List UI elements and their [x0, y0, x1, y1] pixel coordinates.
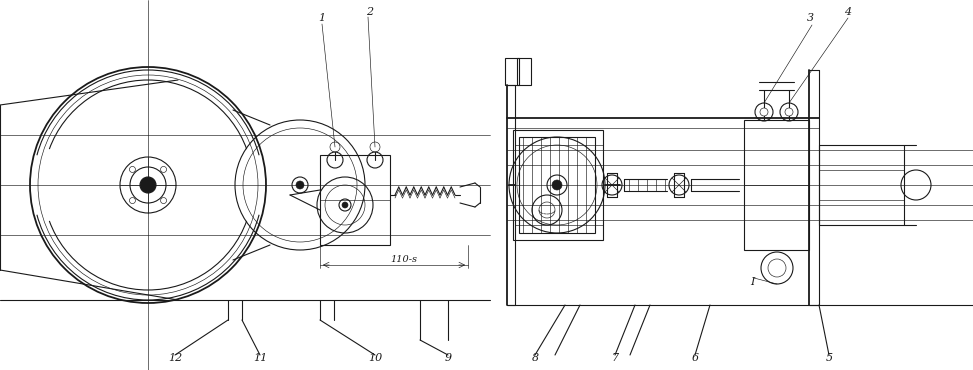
Text: 10: 10: [368, 353, 382, 363]
Bar: [505, 58, 519, 85]
Bar: [517, 58, 531, 85]
Text: 3: 3: [807, 13, 813, 23]
Bar: [819, 145, 904, 225]
Bar: [519, 137, 595, 233]
Text: 7: 7: [611, 353, 619, 363]
Text: 8: 8: [531, 353, 539, 363]
Circle shape: [760, 108, 768, 116]
Bar: [320, 155, 390, 245]
Text: 9: 9: [445, 353, 451, 363]
Text: I: I: [750, 277, 754, 287]
Text: 4: 4: [845, 7, 851, 17]
Circle shape: [342, 202, 348, 208]
Circle shape: [552, 180, 562, 190]
Circle shape: [785, 108, 793, 116]
Circle shape: [296, 181, 304, 189]
Text: 11: 11: [253, 353, 268, 363]
Bar: [513, 130, 603, 240]
Circle shape: [140, 177, 156, 193]
Text: 12: 12: [168, 353, 182, 363]
Text: 5: 5: [825, 353, 833, 363]
Text: 6: 6: [692, 353, 699, 363]
Text: 2: 2: [367, 7, 374, 17]
Text: 1: 1: [318, 13, 326, 23]
Text: 110-s: 110-s: [390, 256, 417, 265]
Bar: [744, 120, 809, 250]
